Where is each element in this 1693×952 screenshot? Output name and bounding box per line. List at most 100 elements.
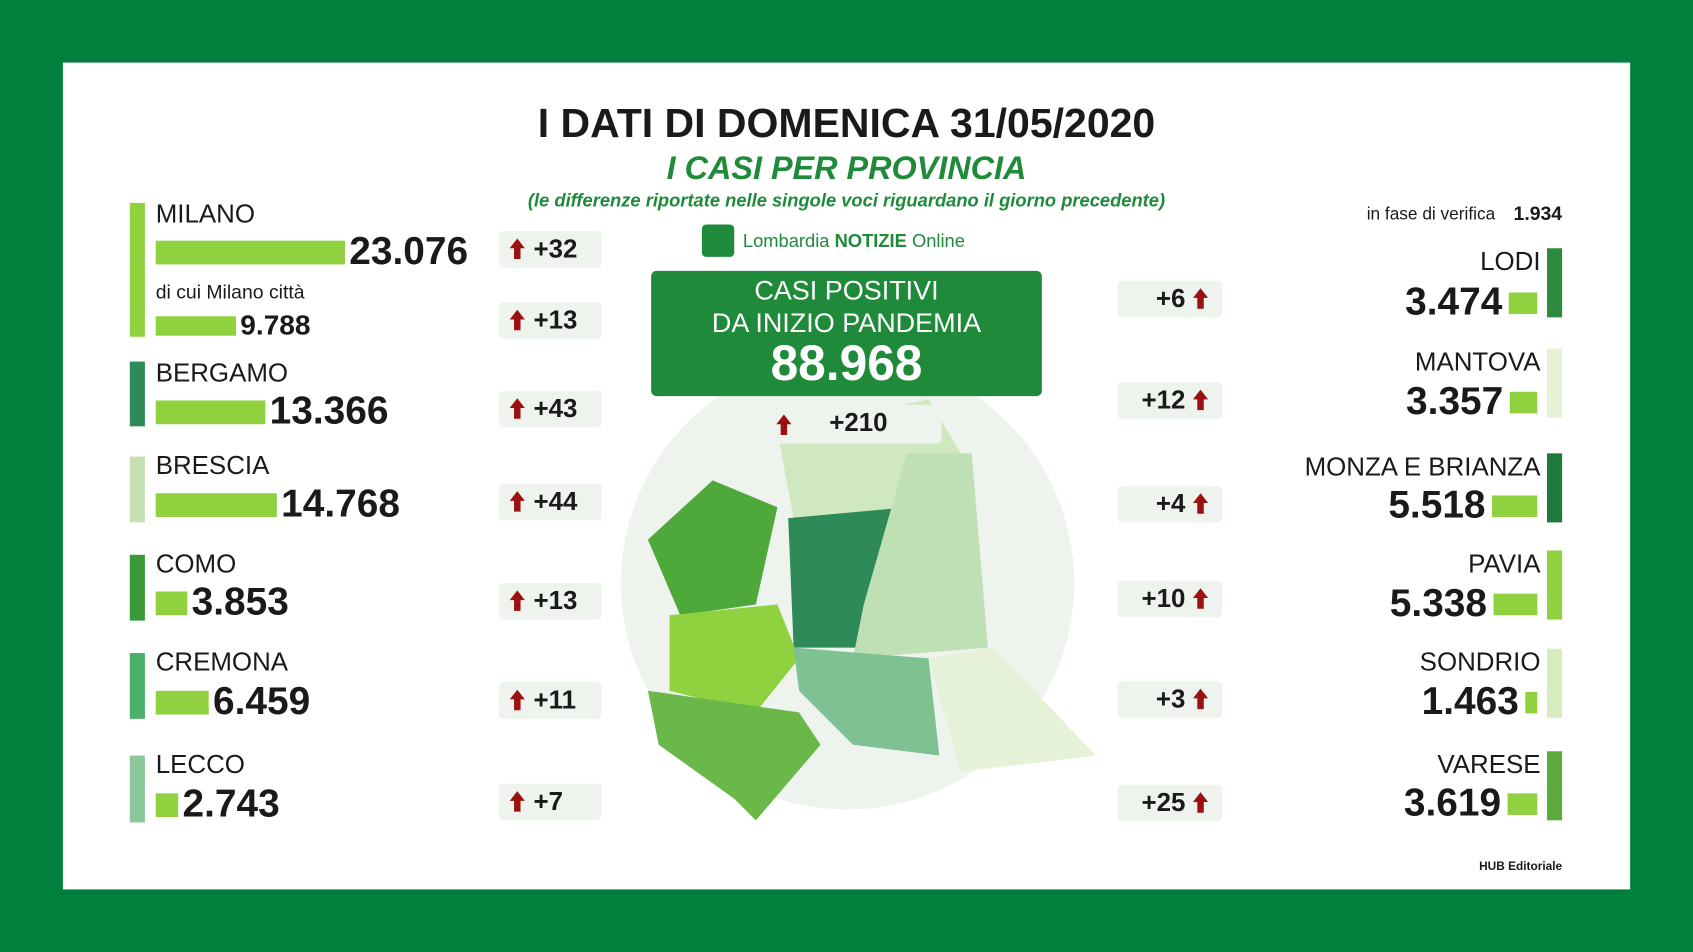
up-arrow: [509, 689, 525, 711]
color-strip: [129, 456, 145, 523]
province-change: +7: [533, 788, 563, 816]
color-strip: [1547, 648, 1563, 718]
credit: HUB Editoriale: [1479, 859, 1562, 873]
total-box: [651, 270, 1042, 397]
province-change: +10: [1141, 585, 1185, 613]
bar: [155, 400, 266, 425]
province-name: LECCO: [156, 751, 245, 779]
bar: [1525, 691, 1538, 714]
verification-value: 1.934: [1514, 203, 1563, 225]
total-change-box: [752, 404, 942, 444]
up-arrow: [1192, 288, 1209, 309]
map-region: [852, 453, 988, 659]
map-region: [647, 690, 821, 821]
province-value: 5.518: [1388, 484, 1485, 527]
up-arrow: [1192, 588, 1209, 609]
total-label: CASI POSITIVI: [754, 276, 938, 306]
total-change: +210: [829, 409, 887, 437]
change-box: [1117, 681, 1223, 718]
color-strip: [129, 554, 145, 621]
change-box: [1117, 280, 1223, 318]
province-change: +11: [533, 686, 576, 714]
color-strip: [1547, 248, 1563, 318]
up-arrow: [509, 238, 525, 260]
subtitle: I CASI PER PROVINCIA: [667, 150, 1027, 186]
logo-text: Lombardia NOTIZIE Online: [743, 230, 965, 251]
bar: [155, 690, 209, 715]
change-box: [498, 582, 602, 620]
province-change: +25: [1141, 789, 1185, 817]
bar: [155, 316, 236, 336]
up-arrow: [1192, 688, 1209, 710]
province-name: SONDRIO: [1420, 649, 1541, 677]
bar: [1509, 391, 1538, 414]
color-strip: [129, 202, 145, 337]
province-value: 23.076: [349, 230, 468, 273]
province-name: CREMONA: [156, 649, 289, 677]
change-box: [1117, 580, 1223, 618]
province-name: BERGAMO: [156, 359, 288, 387]
change-box: [1117, 784, 1223, 822]
province-name: MONZA E BRIANZA: [1305, 453, 1542, 481]
total-value: 88.968: [771, 335, 923, 391]
province-name: BRESCIA: [156, 452, 270, 480]
province-value: 3.619: [1404, 781, 1501, 824]
province-change: +13: [533, 587, 577, 615]
change-box: [1117, 485, 1223, 523]
province-name: MILANO: [156, 201, 255, 229]
province-change: +4: [1156, 490, 1186, 518]
up-arrow: [509, 791, 525, 812]
bar: [1508, 292, 1538, 315]
up-arrow: [509, 590, 525, 611]
up-arrow: [509, 398, 525, 419]
province-value: 3.853: [192, 581, 289, 624]
change-box: [498, 302, 602, 339]
color-strip: [1547, 550, 1563, 620]
province-value: 5.338: [1390, 582, 1487, 625]
color-strip: [1547, 751, 1563, 821]
color-strip: [129, 653, 145, 719]
province-change: +43: [533, 395, 577, 423]
province-value: 2.743: [183, 783, 280, 826]
province-name: di cui Milano città: [156, 282, 305, 304]
province-change: +6: [1156, 285, 1186, 313]
province-name: MANTOVA: [1415, 349, 1541, 377]
change-box: [1117, 382, 1223, 419]
color-strip: [129, 755, 145, 823]
province-value: 13.366: [270, 390, 389, 433]
bar: [155, 591, 188, 616]
province-value: 3.474: [1405, 281, 1503, 324]
province-value: 14.768: [281, 482, 400, 525]
color-strip: [1547, 453, 1563, 523]
note: (le differenze riportate nelle singole v…: [528, 190, 1165, 211]
change-box: [498, 682, 602, 719]
province-value: 6.459: [213, 680, 310, 723]
up-arrow: [1192, 792, 1209, 813]
bar: [1507, 793, 1538, 815]
bar: [155, 793, 179, 818]
logo-icon: [701, 224, 735, 257]
verification-label: in fase di verifica: [1367, 203, 1496, 223]
bar: [155, 240, 346, 265]
color-strip: [129, 361, 145, 427]
province-change: +44: [533, 488, 578, 516]
province-value: 3.357: [1406, 380, 1503, 423]
up-arrow: [1192, 389, 1209, 411]
province-change: +13: [533, 306, 577, 334]
province-name: PAVIA: [1468, 550, 1541, 578]
change-box: [498, 483, 602, 521]
province-change: +3: [1156, 685, 1186, 713]
up-arrow: [509, 491, 525, 512]
title: I DATI DI DOMENICA 31/05/2020: [538, 100, 1155, 146]
province-name: LODI: [1480, 248, 1540, 276]
province-name: VARESE: [1437, 751, 1540, 779]
change-box: [498, 390, 602, 428]
map-region: [647, 480, 778, 616]
province-change: +12: [1141, 386, 1185, 414]
bar: [155, 493, 277, 518]
province-value: 1.463: [1422, 680, 1519, 723]
province-change: +32: [533, 235, 577, 263]
map-region: [788, 507, 907, 648]
